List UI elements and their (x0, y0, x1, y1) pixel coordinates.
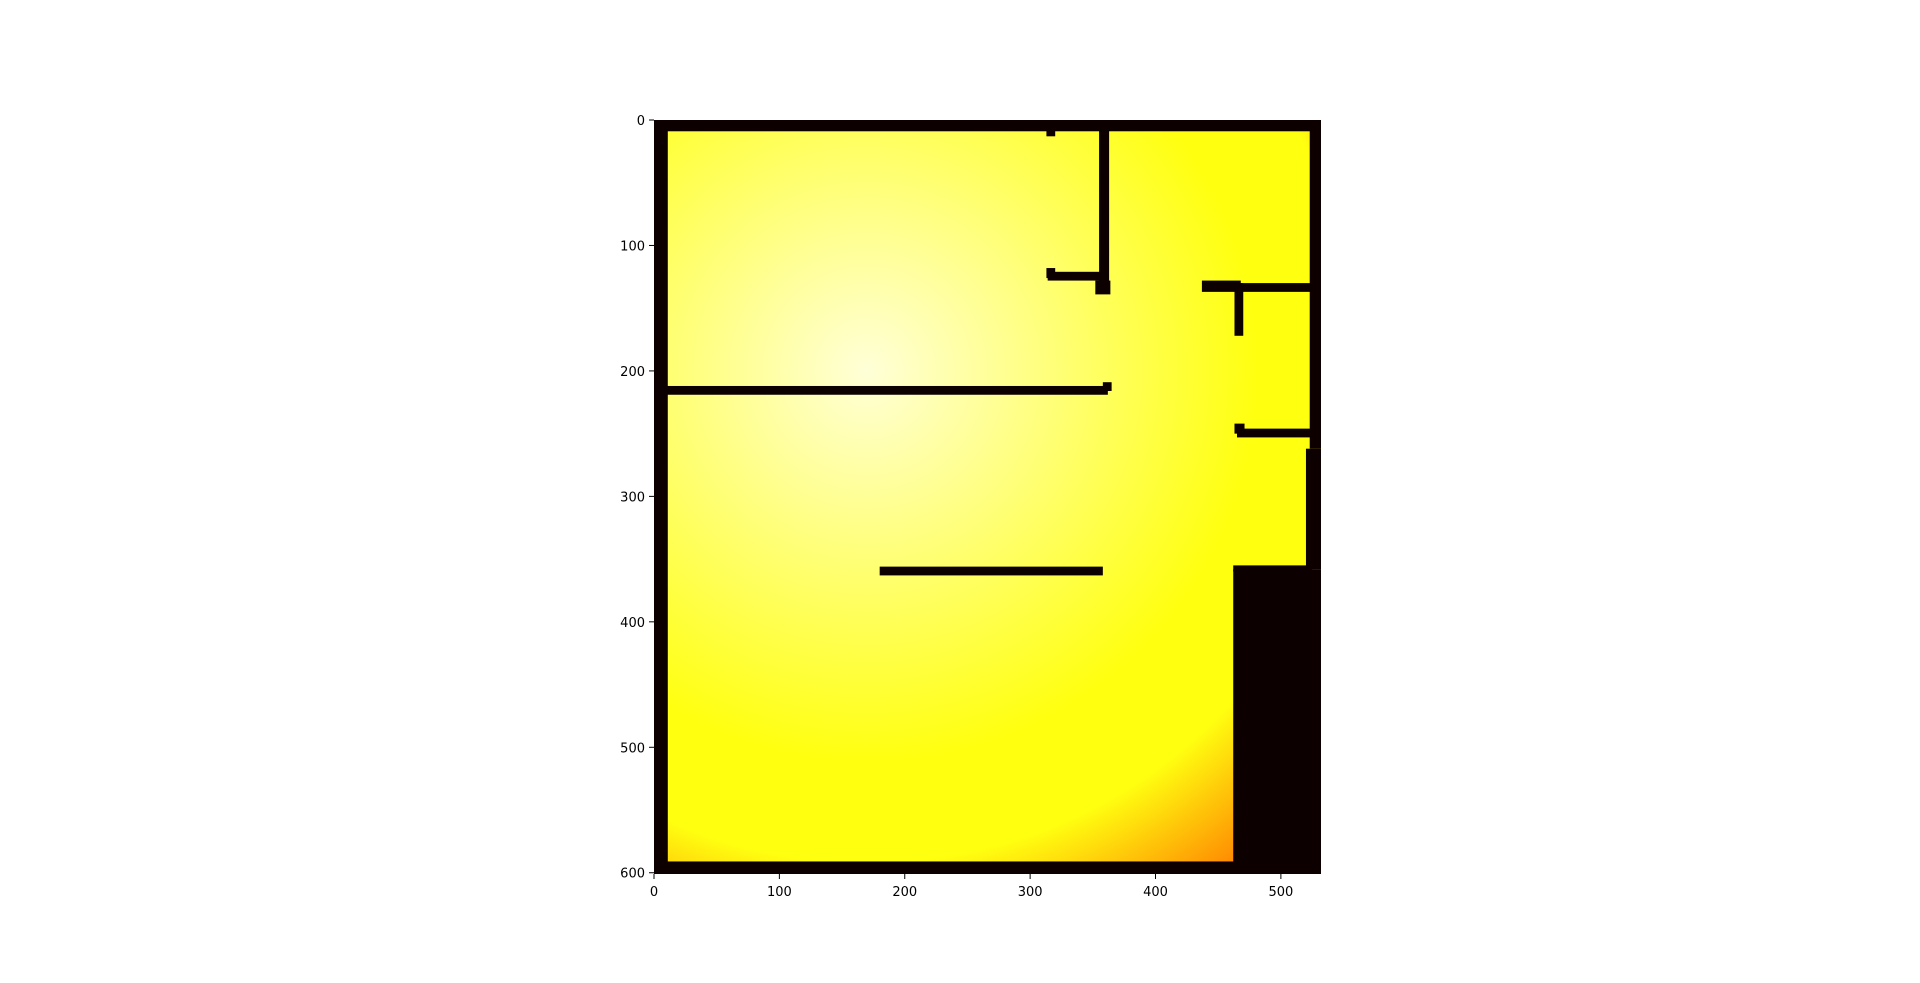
y-tick-label: 0 (637, 114, 645, 129)
y-tick-label: 200 (620, 365, 645, 380)
y-axis: 0 100 200 300 400 500 600 (620, 114, 654, 882)
y-tick-label: 300 (620, 490, 645, 505)
x-tick-label: 400 (1143, 885, 1168, 900)
x-tick-label: 300 (1018, 885, 1043, 900)
wall-segment (1305, 448, 1321, 570)
x-tick-label: 500 (1268, 885, 1293, 900)
wall-segment (1236, 283, 1313, 292)
wall-segment (1046, 125, 1056, 137)
wall-segment (664, 385, 1108, 395)
wall-segment (1099, 126, 1110, 290)
wall-segment (1233, 569, 1321, 874)
wall-segment (1233, 565, 1313, 572)
x-tick-label: 100 (767, 885, 792, 900)
wall-segment (1095, 280, 1111, 295)
wall-segment (1102, 382, 1112, 391)
y-tick-label: 100 (620, 239, 645, 254)
y-tick-label: 500 (620, 741, 645, 756)
wall-segment (1309, 120, 1321, 449)
wall-segment (1236, 428, 1313, 438)
wall-segment (654, 861, 1321, 874)
heat-field (654, 120, 1321, 874)
wall-segment (1046, 268, 1056, 279)
wall-segment (654, 120, 668, 874)
plot-area (654, 120, 1321, 874)
wall-segment (1047, 271, 1108, 281)
wall-segment (1201, 280, 1241, 292)
x-tick-label: 0 (650, 885, 658, 900)
x-axis: 0 100 200 300 400 500 (650, 874, 1293, 900)
walls (654, 120, 1321, 874)
x-tick-label: 200 (892, 885, 917, 900)
wall-segment (1234, 283, 1244, 336)
wall-segment (654, 120, 1321, 132)
wall-segment (879, 566, 1103, 576)
y-tick-label: 400 (620, 616, 645, 631)
y-tick-label: 600 (620, 867, 645, 882)
